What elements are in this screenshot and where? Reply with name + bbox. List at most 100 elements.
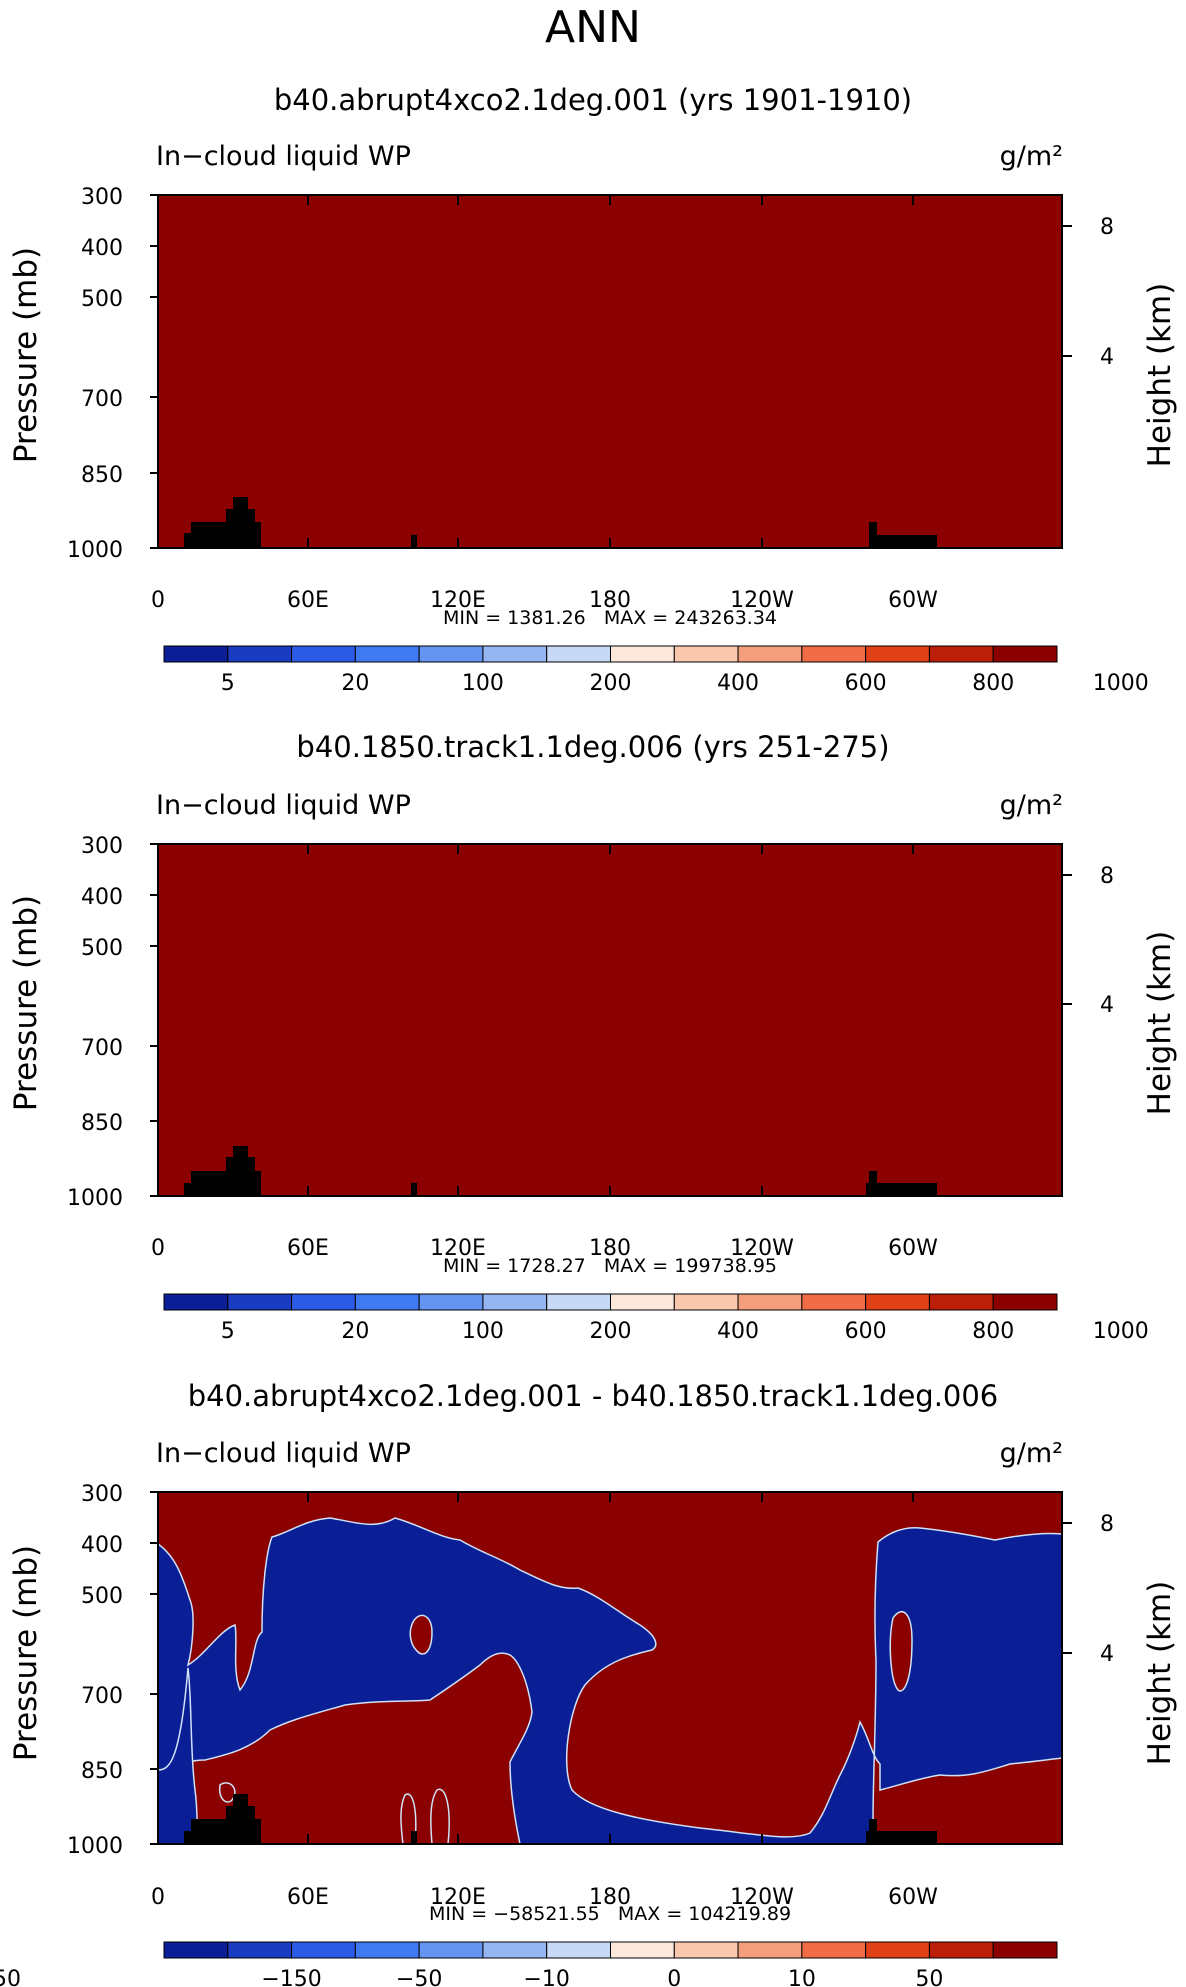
colorbar-cell	[482, 1293, 548, 1311]
y-tick-label: 850	[81, 1759, 123, 1784]
variable-label: In−cloud liquid WP	[156, 141, 411, 172]
x-tick-label: 0	[151, 588, 165, 613]
y2-tick-label: 8	[1100, 864, 1114, 889]
y-tick-label: 1000	[67, 1834, 123, 1859]
stats-text: MIN = −58521.55 MAX = 104219.89	[429, 1903, 791, 1925]
y-tick-label: 400	[81, 885, 123, 910]
colorbar-cell	[673, 1293, 739, 1311]
colorbar-label: 400	[717, 671, 759, 696]
x-tick-label: 0	[151, 1236, 165, 1261]
y-tick-label: 700	[81, 387, 123, 412]
colorbar-cell	[163, 645, 229, 663]
land-mask	[184, 1146, 937, 1196]
positive-pocket	[409, 1614, 433, 1655]
negative-anomaly-regions	[157, 1517, 1063, 1845]
colorbar-label: 100	[462, 1319, 504, 1344]
negative-region	[157, 1517, 1063, 1845]
colorbar-label: 400	[717, 1319, 759, 1344]
x-tick-label: 120W	[730, 1885, 794, 1910]
colorbar-label: 5	[221, 1319, 235, 1344]
colorbar-cell	[610, 1941, 675, 1959]
y-tick-label: 850	[81, 1111, 123, 1136]
y2-tick-label: 4	[1100, 345, 1114, 370]
x-tick-label: 60W	[888, 1885, 938, 1910]
colorbar-cell	[354, 645, 420, 663]
colorbar-cell	[418, 1941, 484, 1959]
colorbar-cell	[291, 1941, 356, 1959]
y-tick-label: 700	[81, 1684, 123, 1709]
y-axis-label: Pressure (mb)	[8, 895, 44, 1111]
x-tick-label: 60E	[287, 1236, 329, 1261]
colorbar-cell	[354, 1293, 420, 1311]
colorbar-label: 200	[590, 1319, 632, 1344]
panel-title: b40.1850.track1.1deg.006 (yrs 251-275)	[296, 730, 889, 764]
plot-area	[157, 194, 1063, 549]
colorbar-cell	[865, 1941, 930, 1959]
colorbar-cell	[801, 645, 867, 663]
colorbar-label: −10	[523, 1967, 569, 1987]
y-tick-label: 400	[81, 236, 123, 261]
colorbar-label: 50	[915, 1967, 943, 1987]
x-tick-label: 60E	[287, 588, 329, 613]
y2-tick-label: 8	[1100, 215, 1114, 240]
colorbar-cell	[227, 645, 293, 663]
positive-pockets	[218, 1611, 913, 1845]
colorbar-cell	[546, 645, 612, 663]
panel-title: b40.abrupt4xco2.1deg.001 (yrs 1901-1910)	[274, 83, 912, 117]
y2-axis-label: Height (km)	[1142, 1581, 1178, 1766]
colorbar-label: 600	[845, 671, 887, 696]
y-tick-label: 400	[81, 1533, 123, 1558]
land-mask	[184, 497, 937, 548]
colorbar-label: 1000	[1093, 671, 1149, 696]
colorbar-label: 1000	[1093, 1319, 1149, 1344]
plot-area	[157, 843, 1063, 1197]
colorbar: 5 20 100 200 400 600 800 1000	[163, 1293, 1149, 1344]
y-axis-label: Pressure (mb)	[8, 1545, 44, 1761]
colorbar-label: 600	[845, 1319, 887, 1344]
colorbar-cell	[801, 1293, 867, 1311]
x-tick-label: 120W	[730, 588, 794, 613]
y-tick-label: 500	[81, 287, 123, 312]
y-tick-label: 300	[81, 185, 123, 210]
variable-label: In−cloud liquid WP	[156, 1438, 411, 1469]
x-tick-label: 120E	[430, 1236, 486, 1261]
land-mask	[184, 1794, 937, 1844]
colorbar-label: 150	[0, 1967, 21, 1987]
panel-1: b40.abrupt4xco2.1deg.001 (yrs 1901-1910)…	[8, 83, 1178, 696]
colorbar-cell	[291, 645, 356, 663]
colorbar-cell	[737, 1293, 803, 1311]
x-tick-label: 60W	[888, 588, 938, 613]
stats-text: MIN = 1728.27 MAX = 199738.95	[443, 1255, 777, 1277]
positive-pocket	[889, 1611, 913, 1692]
colorbar-cell	[227, 1941, 293, 1959]
panel-3: b40.abrupt4xco2.1deg.001 - b40.1850.trac…	[0, 1379, 1178, 1987]
x-tick-label: 180	[589, 588, 631, 613]
positive-pocket	[430, 1788, 450, 1845]
colorbar-label: 800	[972, 671, 1014, 696]
panel-2: b40.1850.track1.1deg.006 (yrs 251-275) I…	[8, 730, 1178, 1344]
colorbar-label: 20	[341, 1319, 369, 1344]
colorbar-label: 200	[590, 671, 632, 696]
colorbar-cell	[482, 645, 548, 663]
positive-pocket	[218, 1782, 236, 1803]
colorbar-label: 800	[972, 1319, 1014, 1344]
panel-title: b40.abrupt4xco2.1deg.001 - b40.1850.trac…	[188, 1379, 999, 1413]
colorbar-cell	[610, 1293, 675, 1311]
colorbar-cell	[354, 1941, 420, 1959]
colorbar-label: 0	[667, 1967, 681, 1987]
x-tick-label: 60W	[888, 1236, 938, 1261]
units-label: g/m²	[1000, 1438, 1063, 1469]
colorbar-cell	[928, 1941, 994, 1959]
colorbar-cell	[418, 1293, 484, 1311]
colorbar-label: 20	[341, 671, 369, 696]
x-tick-label: 60E	[287, 1885, 329, 1910]
y-tick-label: 500	[81, 1584, 123, 1609]
colorbar-cell	[610, 645, 675, 663]
colorbar-cell	[992, 1293, 1058, 1311]
y2-axis-label: Height (km)	[1142, 283, 1178, 468]
x-tick-label: 120W	[730, 1236, 794, 1261]
colorbar-cell	[992, 645, 1058, 663]
main-title: ANN	[545, 2, 641, 53]
y-tick-label: 300	[81, 834, 123, 859]
